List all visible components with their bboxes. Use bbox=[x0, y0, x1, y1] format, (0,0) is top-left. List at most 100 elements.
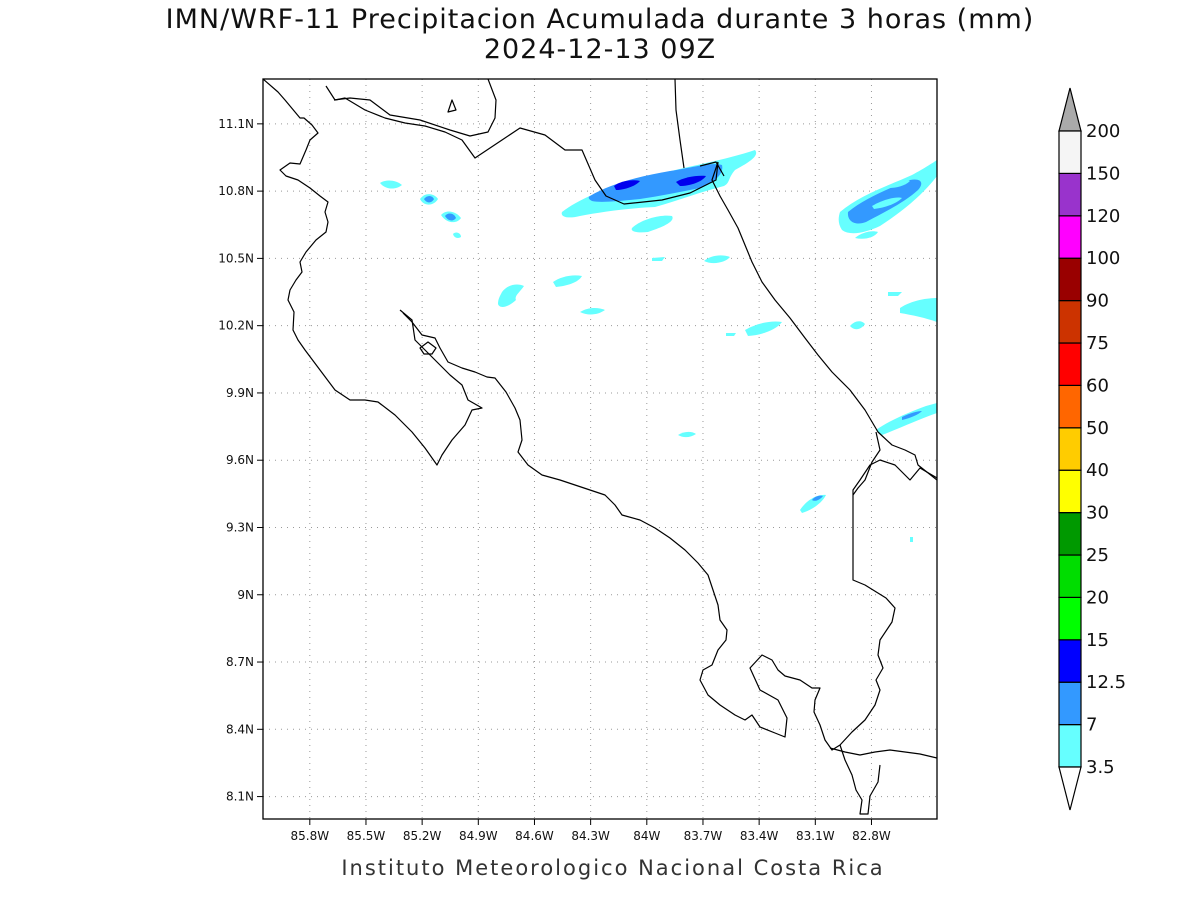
nicaragua-border bbox=[325, 85, 719, 205]
precip-cell bbox=[380, 180, 402, 189]
colorbar-label: 3.5 bbox=[1086, 757, 1115, 778]
credit-footer: Instituto Meteorologico Nacional Costa R… bbox=[341, 856, 885, 880]
colorbar-box bbox=[1058, 300, 1082, 344]
lat-tick-label: 8.7N bbox=[226, 655, 254, 669]
precip-cell bbox=[676, 175, 706, 186]
colorbar-box bbox=[1058, 384, 1082, 429]
colorbar-label: 7 bbox=[1086, 715, 1097, 736]
colorbar-label: 30 bbox=[1086, 503, 1109, 524]
precip-cell bbox=[614, 180, 640, 190]
lon-tick-label: 83.7W bbox=[684, 829, 723, 843]
colorbar-box bbox=[1058, 130, 1082, 175]
colorbar-label: 75 bbox=[1086, 333, 1109, 354]
lon-tick-label: 84.3W bbox=[571, 829, 610, 843]
precip-cell bbox=[745, 321, 782, 336]
chart-title: IMN/WRF-11 Precipitacion Acumulada duran… bbox=[165, 4, 1035, 35]
precip-cell bbox=[453, 232, 461, 238]
colorbar-box bbox=[1058, 554, 1082, 599]
map-grid bbox=[263, 79, 937, 819]
colorbar-label: 12.5 bbox=[1086, 672, 1126, 693]
lon-tick-label: 82.8W bbox=[852, 829, 891, 843]
border-segment bbox=[699, 161, 725, 177]
precip-cell bbox=[876, 403, 937, 435]
precip-cell bbox=[888, 180, 910, 188]
lon-tick-label: 83.4W bbox=[740, 829, 779, 843]
precip-cell bbox=[855, 231, 878, 239]
colorbar-box bbox=[1058, 511, 1082, 556]
lon-tick-label: 83.1W bbox=[796, 829, 835, 843]
map-frame bbox=[262, 78, 938, 820]
colorbar-box bbox=[1058, 723, 1082, 768]
lat-tick-label: 10.5N bbox=[218, 251, 254, 265]
precip-cell bbox=[900, 298, 937, 322]
precip-cell bbox=[445, 213, 456, 221]
colorbar-label: 120 bbox=[1086, 206, 1120, 227]
gulf-of-nicoya-coast bbox=[402, 312, 937, 751]
ometepe-island bbox=[447, 99, 457, 113]
lat-tick-label: 10.8N bbox=[218, 184, 254, 198]
colorbar-box bbox=[1058, 257, 1082, 302]
precip-cell bbox=[812, 495, 823, 501]
colorbar-label: 15 bbox=[1086, 630, 1109, 651]
colorbar-label: 50 bbox=[1086, 418, 1109, 439]
lat-tick-label: 9N bbox=[237, 588, 254, 602]
lat-tick-label: 11.1N bbox=[218, 117, 254, 131]
axis-ticks: 85.8W 85.5W 85.2W 84.9W 84.6W 84.3W 84W 83.7W 83… bbox=[218, 117, 891, 843]
colorbar-label: 90 bbox=[1086, 291, 1109, 312]
lat-tick-label: 10.2N bbox=[218, 319, 254, 333]
colorbar-label: 40 bbox=[1086, 460, 1109, 481]
panama-coast bbox=[829, 747, 937, 759]
colorbar-min-arrow bbox=[1058, 766, 1082, 811]
colorbar-box bbox=[1058, 215, 1082, 259]
precip-cell bbox=[678, 431, 696, 438]
lat-tick-label: 9.6N bbox=[226, 453, 254, 467]
precip-cell bbox=[726, 333, 736, 336]
precip-cell bbox=[850, 321, 865, 330]
colorbar-box bbox=[1058, 596, 1082, 641]
lat-tick-label: 8.1N bbox=[226, 790, 254, 804]
colorbar-label: 25 bbox=[1086, 545, 1109, 566]
colorbar-label: 150 bbox=[1086, 163, 1120, 184]
precip-cell bbox=[652, 257, 665, 261]
lon-tick-label: 84.9W bbox=[459, 829, 498, 843]
precipitation-field bbox=[380, 150, 937, 542]
precip-highlights bbox=[872, 180, 910, 209]
precip-cell bbox=[704, 255, 730, 264]
lon-tick-label: 85.2W bbox=[403, 829, 442, 843]
precip-cell bbox=[631, 215, 673, 233]
san-juan-river-north bbox=[674, 79, 685, 169]
burica-peninsula bbox=[839, 744, 881, 815]
colorbar-label: 100 bbox=[1086, 248, 1120, 269]
lon-tick-label: 85.5W bbox=[347, 829, 386, 843]
colorbar-box bbox=[1058, 172, 1082, 217]
coastlines-and-borders bbox=[263, 79, 937, 815]
colorbar-label: 200 bbox=[1086, 121, 1120, 142]
precip-cell bbox=[872, 197, 902, 209]
colorbar-max-arrow bbox=[1058, 87, 1082, 132]
colorbar-label: 20 bbox=[1086, 587, 1109, 608]
precip-cell bbox=[588, 164, 723, 202]
precip-cell bbox=[580, 307, 605, 315]
precip-cell bbox=[800, 494, 826, 513]
lon-tick-label: 84.6W bbox=[515, 829, 554, 843]
chart-subtitle-datetime: 2024-12-13 09Z bbox=[483, 34, 717, 65]
lat-tick-label: 9.3N bbox=[226, 520, 254, 534]
panama-border bbox=[852, 431, 881, 496]
lon-tick-label: 85.8W bbox=[291, 829, 330, 843]
precip-12.5mm-areas bbox=[614, 175, 706, 190]
caribbean-coast bbox=[711, 161, 937, 481]
colorbar-box bbox=[1058, 469, 1082, 514]
precip-cell bbox=[888, 292, 902, 296]
precip-cell bbox=[902, 411, 922, 420]
lon-tick-label: 84W bbox=[633, 829, 660, 843]
precip-cell bbox=[910, 537, 913, 542]
colorbar-box bbox=[1058, 427, 1082, 471]
colorbar-box bbox=[1058, 681, 1082, 726]
precip-cell bbox=[424, 196, 434, 203]
pacific-coast-north bbox=[263, 79, 483, 466]
colorbar-legend: 3.5 7 12.5 15 20 25 30 40 50 60 75 90 100 120 150 200 bbox=[1058, 87, 1126, 811]
chira-island bbox=[419, 341, 437, 355]
precip-cell bbox=[553, 275, 582, 287]
lat-tick-label: 8.4N bbox=[226, 722, 254, 736]
